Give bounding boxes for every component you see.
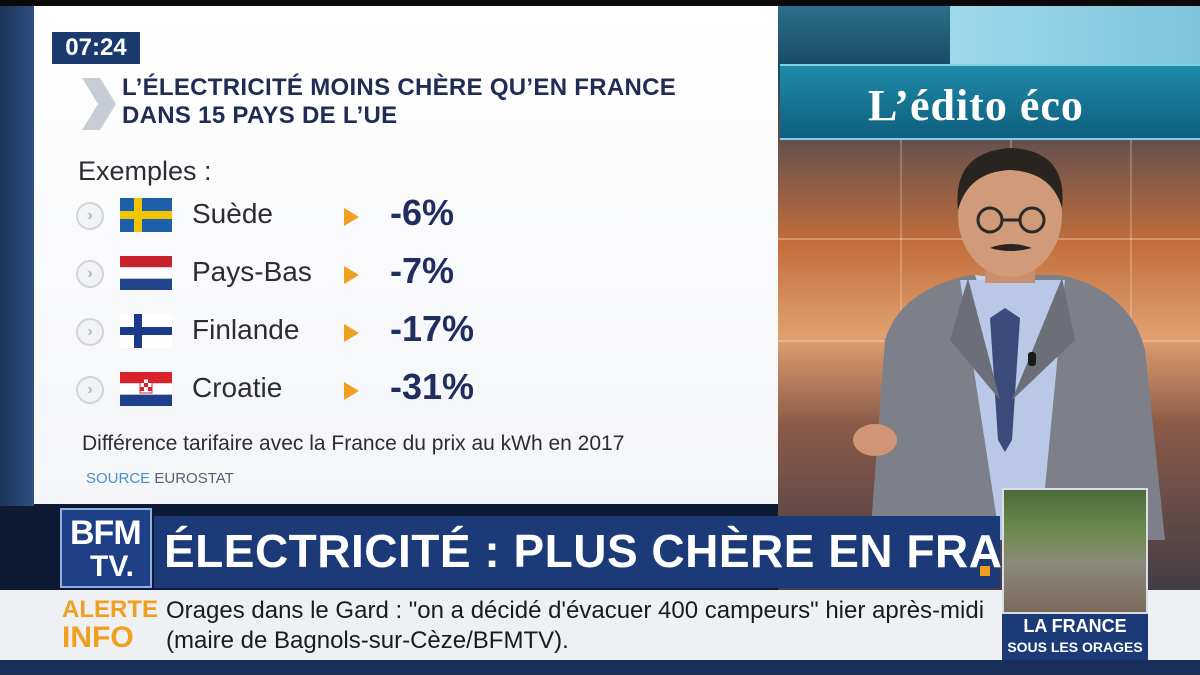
news-thumbnail-image [1002, 488, 1148, 614]
chevron-right-icon [82, 78, 116, 130]
country-name: Croatie [192, 372, 283, 403]
list-item: › Finlande -17% [72, 308, 532, 352]
headline-line-1: L’ÉLECTRICITÉ MOINS CHÈRE QU’EN FRANCE [122, 74, 677, 101]
source-name: EUROSTAT [154, 470, 234, 487]
logo-line-2: TV. [90, 550, 134, 583]
source-credit: SOURCE EUROSTAT [86, 470, 234, 487]
headline-banner: ÉLECTRICITÉ : PLUS CHÈRE EN FRANCE ? [154, 516, 1142, 588]
studio-grid-line [900, 140, 902, 460]
edito-eco-banner: L’édito éco [780, 64, 1200, 140]
percentage-value: -7% [390, 250, 455, 291]
bullet-chevron-icon: › [76, 260, 104, 288]
left-edge-background [0, 6, 34, 506]
footnote: Différence tarifaire avec la France du p… [82, 432, 625, 455]
arrow-right-icon [344, 324, 359, 342]
info-graphic-panel: 07:24 L’ÉLECTRICITÉ MOINS CHÈRE QU’EN FR… [34, 6, 778, 504]
presenter-image [853, 148, 1165, 540]
country-name: Pays-Bas [192, 256, 312, 287]
alert-info-label: ALERTE INFO [62, 596, 158, 654]
sweden-flag-icon [120, 198, 172, 232]
thumbnail-caption: LA FRANCE SOUS LES ORAGES [1002, 614, 1148, 660]
alert-label-line-2: INFO [62, 621, 134, 654]
source-label: SOURCE [86, 470, 151, 487]
finland-flag-icon [120, 314, 172, 348]
percentage-value: -6% [390, 192, 455, 233]
list-item: › Croatie -31% [72, 366, 532, 410]
logo-line-1: BFM [70, 514, 142, 552]
list-item: › Pays-Bas -7% [72, 250, 532, 294]
studio-sky-panel [950, 6, 1200, 66]
bottom-strip [0, 660, 1200, 675]
country-name: Suède [192, 198, 273, 229]
percentage-value: -31% [390, 366, 475, 407]
headline-line-2: DANS 15 PAYS DE L’UE [122, 102, 398, 129]
arrow-right-icon [344, 208, 359, 226]
alert-label-line-1: ALERTE [62, 596, 158, 623]
banner-title: ÉLECTRICITÉ : PLUS CHÈRE EN FRANCE ? [164, 525, 1143, 577]
thumbnail-caption-line-1: LA FRANCE [1023, 616, 1127, 636]
channel-logo: BFM TV. [60, 508, 152, 588]
clock-display: 07:24 [52, 32, 140, 64]
graphic-headline: L’ÉLECTRICITÉ MOINS CHÈRE QU’EN FRANCE D… [122, 74, 676, 130]
netherlands-flag-icon [120, 256, 172, 290]
bullet-chevron-icon: › [76, 318, 104, 346]
croatia-flag-icon [120, 372, 172, 406]
top-border [0, 0, 1200, 6]
arrow-right-icon [344, 266, 359, 284]
edito-title: L’édito éco [868, 81, 1084, 130]
list-item: › Suède -6% [72, 192, 532, 236]
examples-label: Exemples : [78, 156, 212, 186]
bullet-chevron-icon: › [76, 376, 104, 404]
studio-grid-line [1130, 140, 1132, 460]
country-name: Finlande [192, 314, 300, 345]
ticker-text: Orages dans le Gard : "on a décidé d'éva… [166, 597, 985, 654]
bullet-chevron-icon: › [76, 202, 104, 230]
thumbnail-caption-line-2: SOUS LES ORAGES [1007, 639, 1143, 655]
news-ticker-bar [0, 590, 1200, 660]
arrow-right-icon [344, 382, 359, 400]
banner-accent [980, 566, 990, 576]
percentage-value: -17% [390, 308, 475, 349]
